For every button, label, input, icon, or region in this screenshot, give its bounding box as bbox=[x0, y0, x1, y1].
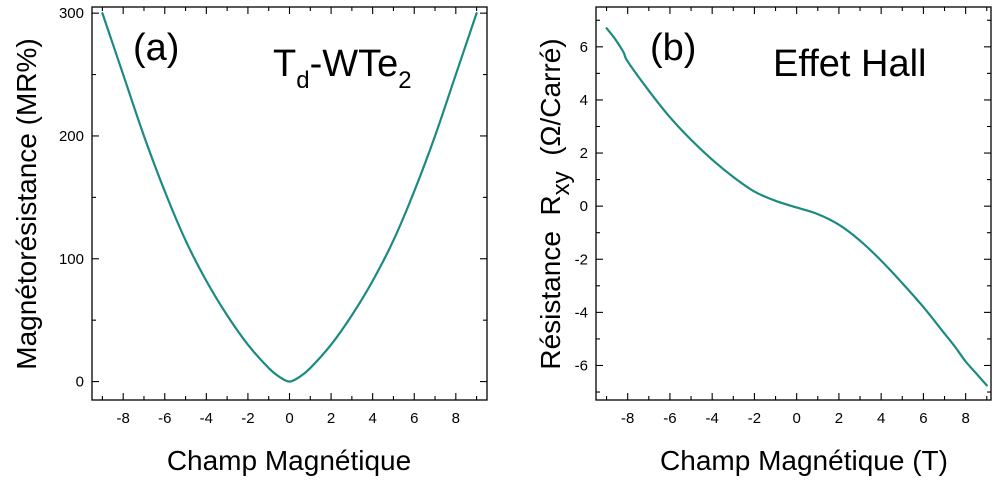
panel-a-ticks bbox=[92, 7, 487, 400]
panel-a-ytick-label: 100 bbox=[59, 251, 84, 268]
panel-a-title-sub1: d bbox=[296, 67, 309, 94]
panel-b-ytick-label: 4 bbox=[580, 92, 588, 109]
panel-b-ytick-label: -6 bbox=[575, 357, 588, 374]
panel-a-xtick-label: 2 bbox=[327, 410, 335, 427]
panel-b-xtick-label: 0 bbox=[792, 410, 800, 427]
panel-b-ytick-label: 0 bbox=[580, 198, 588, 215]
panel-a-xtick-label: 8 bbox=[452, 410, 460, 427]
panel-a-ytick-label: 0 bbox=[76, 374, 84, 391]
panel-b-ylabel-main: Résistance R bbox=[535, 195, 566, 369]
panel-b: -8 -6 -4 -2 0 2 4 6 8 -6 -4 -2 0 2 4 6 (b) Effet Hall C… bbox=[535, 6, 992, 476]
panel-b-xtick-label: 4 bbox=[877, 410, 885, 427]
panel-b-xtick-label: -2 bbox=[748, 410, 761, 427]
panel-a-label: (a) bbox=[133, 27, 179, 69]
panel-b-xtick-label: 2 bbox=[835, 410, 843, 427]
panel-a-xtick-label: 0 bbox=[285, 410, 293, 427]
panel-b-ytick-label: -2 bbox=[575, 251, 588, 268]
panel-b-xtick-label: -8 bbox=[621, 410, 634, 427]
panel-b-xtick-label: -6 bbox=[663, 410, 676, 427]
panel-b-ylabel-sub: xy bbox=[548, 171, 575, 195]
panel-b-ticks bbox=[596, 7, 991, 400]
panel-a-xtick-label: -2 bbox=[241, 410, 254, 427]
panel-a-curve bbox=[101, 12, 478, 383]
panel-b-tick-labels: -8 -6 -4 -2 0 2 4 6 8 -6 -4 -2 0 2 4 6 bbox=[575, 39, 970, 427]
panel-a-ytick-label: 200 bbox=[59, 128, 84, 145]
panel-a-title-sub2: 2 bbox=[398, 67, 411, 94]
panel-a-xtick-label: -8 bbox=[117, 410, 130, 427]
panel-b-xtick-label: 6 bbox=[919, 410, 927, 427]
panel-a-xtick-label: 4 bbox=[368, 410, 376, 427]
panel-b-ytick-label: 2 bbox=[580, 145, 588, 162]
panel-b-xtick-label: 8 bbox=[961, 410, 969, 427]
panel-b-ylabel: Résistance Rxy (Ω/Carré) bbox=[535, 38, 575, 369]
panel-b-curve bbox=[605, 27, 988, 387]
panel-a-xtick-label: -6 bbox=[158, 410, 171, 427]
panel-a-title-mid: -WTe bbox=[310, 43, 399, 85]
panel-a-title: Td-WTe2 bbox=[273, 43, 412, 94]
panel-a-ylabel: Magnétorésistance (MR%) bbox=[11, 38, 42, 369]
panel-b-title: Effet Hall bbox=[773, 43, 926, 85]
panel-b-label: (b) bbox=[650, 27, 696, 69]
panel-b-xtick-label: -4 bbox=[706, 410, 719, 427]
panel-b-ytick-label: 6 bbox=[580, 39, 588, 56]
panel-a-tick-labels: -8 -6 -4 -2 0 2 4 6 8 0 100 200 300 bbox=[59, 5, 460, 427]
panel-b-ylabel-tail: (Ω/Carré) bbox=[535, 38, 566, 171]
panel-a-ytick-label: 300 bbox=[59, 5, 84, 22]
panel-a-xlabel: Champ Magnétique bbox=[167, 445, 411, 476]
panel-a-xtick-label: -4 bbox=[200, 410, 213, 427]
panel-b-xlabel: Champ Magnétique (T) bbox=[660, 445, 948, 476]
panel-b-ytick-label: -4 bbox=[575, 304, 588, 321]
panel-a-title-main: T bbox=[273, 43, 296, 85]
panel-a-xtick-label: 6 bbox=[410, 410, 418, 427]
panel-b-frame bbox=[595, 6, 992, 401]
